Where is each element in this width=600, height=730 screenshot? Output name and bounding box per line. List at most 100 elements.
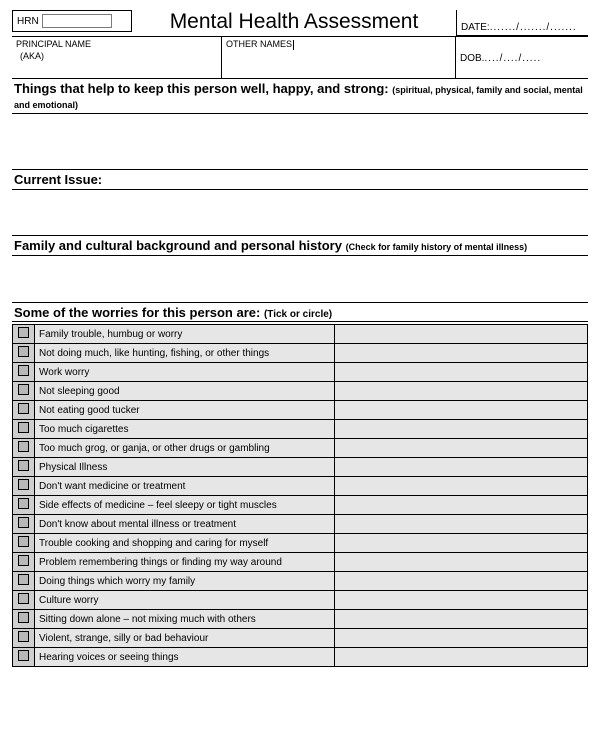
worries-table: Family trouble, humbug or worryNot doing… bbox=[12, 324, 588, 667]
page-title: Mental Health Assessment bbox=[132, 10, 456, 36]
checkbox-icon bbox=[18, 631, 29, 642]
worry-notes[interactable] bbox=[335, 610, 588, 629]
worry-checkbox-cell[interactable] bbox=[13, 363, 35, 382]
worry-label: Not sleeping good bbox=[35, 382, 335, 401]
table-row: Not eating good tucker bbox=[13, 401, 588, 420]
section-wellbeing-body[interactable] bbox=[12, 114, 588, 170]
worry-label: Work worry bbox=[35, 363, 335, 382]
worry-label: Trouble cooking and shopping and caring … bbox=[35, 534, 335, 553]
table-row: Not doing much, like hunting, fishing, o… bbox=[13, 344, 588, 363]
section-wellbeing-title: Things that help to keep this person wel… bbox=[14, 81, 389, 96]
checkbox-icon bbox=[18, 574, 29, 585]
worry-notes[interactable] bbox=[335, 496, 588, 515]
worry-notes[interactable] bbox=[335, 458, 588, 477]
worry-notes[interactable] bbox=[335, 477, 588, 496]
table-row: Problem remembering things or finding my… bbox=[13, 553, 588, 572]
checkbox-icon bbox=[18, 327, 29, 338]
worry-checkbox-cell[interactable] bbox=[13, 401, 35, 420]
worry-label: Problem remembering things or finding my… bbox=[35, 553, 335, 572]
section-worries-head: Some of the worries for this person are:… bbox=[12, 302, 588, 322]
table-row: Too much cigarettes bbox=[13, 420, 588, 439]
worry-notes[interactable] bbox=[335, 382, 588, 401]
worry-notes[interactable] bbox=[335, 363, 588, 382]
principal-name-cell[interactable]: PRINCIPAL NAME (AKA) bbox=[12, 37, 222, 78]
section-issue-head: Current Issue: bbox=[12, 170, 588, 190]
checkbox-icon bbox=[18, 479, 29, 490]
worry-notes[interactable] bbox=[335, 401, 588, 420]
hrn-input[interactable] bbox=[42, 14, 112, 28]
checkbox-icon bbox=[18, 650, 29, 661]
worry-checkbox-cell[interactable] bbox=[13, 325, 35, 344]
worry-notes[interactable] bbox=[335, 439, 588, 458]
worry-notes[interactable] bbox=[335, 591, 588, 610]
worry-checkbox-cell[interactable] bbox=[13, 534, 35, 553]
worry-label: Side effects of medicine – feel sleepy o… bbox=[35, 496, 335, 515]
worry-checkbox-cell[interactable] bbox=[13, 477, 35, 496]
section-worries-title: Some of the worries for this person are: bbox=[14, 305, 260, 320]
section-issue-title: Current Issue: bbox=[14, 172, 102, 187]
worry-checkbox-cell[interactable] bbox=[13, 591, 35, 610]
table-row: Don't know about mental illness or treat… bbox=[13, 515, 588, 534]
table-row: Trouble cooking and shopping and caring … bbox=[13, 534, 588, 553]
worry-checkbox-cell[interactable] bbox=[13, 344, 35, 363]
date-label: DATE: bbox=[461, 22, 490, 33]
worry-checkbox-cell[interactable] bbox=[13, 610, 35, 629]
table-row: Violent, strange, silly or bad behaviour bbox=[13, 629, 588, 648]
checkbox-icon bbox=[18, 384, 29, 395]
section-history-body[interactable] bbox=[12, 256, 588, 302]
checkbox-icon bbox=[18, 365, 29, 376]
other-label: OTHER NAMES bbox=[226, 39, 292, 49]
table-row: Physical Illness bbox=[13, 458, 588, 477]
dob-label: DOB. bbox=[460, 53, 484, 64]
worry-checkbox-cell[interactable] bbox=[13, 458, 35, 477]
checkbox-icon bbox=[18, 460, 29, 471]
worry-label: Sitting down alone – not mixing much wit… bbox=[35, 610, 335, 629]
worry-label: Too much cigarettes bbox=[35, 420, 335, 439]
worry-checkbox-cell[interactable] bbox=[13, 648, 35, 667]
worry-checkbox-cell[interactable] bbox=[13, 629, 35, 648]
table-row: Sitting down alone – not mixing much wit… bbox=[13, 610, 588, 629]
worry-label: Too much grog, or ganja, or other drugs … bbox=[35, 439, 335, 458]
checkbox-icon bbox=[18, 422, 29, 433]
principal-label: PRINCIPAL NAME bbox=[16, 39, 217, 49]
worry-checkbox-cell[interactable] bbox=[13, 553, 35, 572]
section-issue-body[interactable] bbox=[12, 190, 588, 236]
worry-label: Don't want medicine or treatment bbox=[35, 477, 335, 496]
worry-checkbox-cell[interactable] bbox=[13, 496, 35, 515]
worry-label: Culture worry bbox=[35, 591, 335, 610]
worry-label: Not doing much, like hunting, fishing, o… bbox=[35, 344, 335, 363]
table-row: Not sleeping good bbox=[13, 382, 588, 401]
worry-label: Don't know about mental illness or treat… bbox=[35, 515, 335, 534]
worry-label: Physical Illness bbox=[35, 458, 335, 477]
worry-checkbox-cell[interactable] bbox=[13, 572, 35, 591]
worry-notes[interactable] bbox=[335, 344, 588, 363]
worry-notes[interactable] bbox=[335, 648, 588, 667]
worry-label: Family trouble, humbug or worry bbox=[35, 325, 335, 344]
worry-checkbox-cell[interactable] bbox=[13, 382, 35, 401]
date-value: ......./......./....... bbox=[490, 22, 577, 33]
dob-cell[interactable]: DOB. ..../..../..... bbox=[456, 37, 588, 78]
worry-notes[interactable] bbox=[335, 515, 588, 534]
table-row: Culture worry bbox=[13, 591, 588, 610]
names-row: PRINCIPAL NAME (AKA) OTHER NAMES DOB. ..… bbox=[12, 37, 588, 79]
worry-notes[interactable] bbox=[335, 534, 588, 553]
checkbox-icon bbox=[18, 612, 29, 623]
date-field[interactable]: DATE: ......./......./....... bbox=[456, 10, 588, 36]
table-row: Family trouble, humbug or worry bbox=[13, 325, 588, 344]
other-names-cell[interactable]: OTHER NAMES bbox=[222, 37, 456, 78]
table-row: Hearing voices or seeing things bbox=[13, 648, 588, 667]
worry-checkbox-cell[interactable] bbox=[13, 420, 35, 439]
worry-checkbox-cell[interactable] bbox=[13, 439, 35, 458]
worry-notes[interactable] bbox=[335, 629, 588, 648]
worry-notes[interactable] bbox=[335, 553, 588, 572]
checkbox-icon bbox=[18, 441, 29, 452]
hrn-label: HRN bbox=[17, 16, 39, 27]
worry-checkbox-cell[interactable] bbox=[13, 515, 35, 534]
section-history-head: Family and cultural background and perso… bbox=[12, 236, 588, 256]
worry-notes[interactable] bbox=[335, 420, 588, 439]
checkbox-icon bbox=[18, 346, 29, 357]
worry-notes[interactable] bbox=[335, 572, 588, 591]
hrn-field: HRN bbox=[12, 10, 132, 32]
checkbox-icon bbox=[18, 536, 29, 547]
worry-notes[interactable] bbox=[335, 325, 588, 344]
